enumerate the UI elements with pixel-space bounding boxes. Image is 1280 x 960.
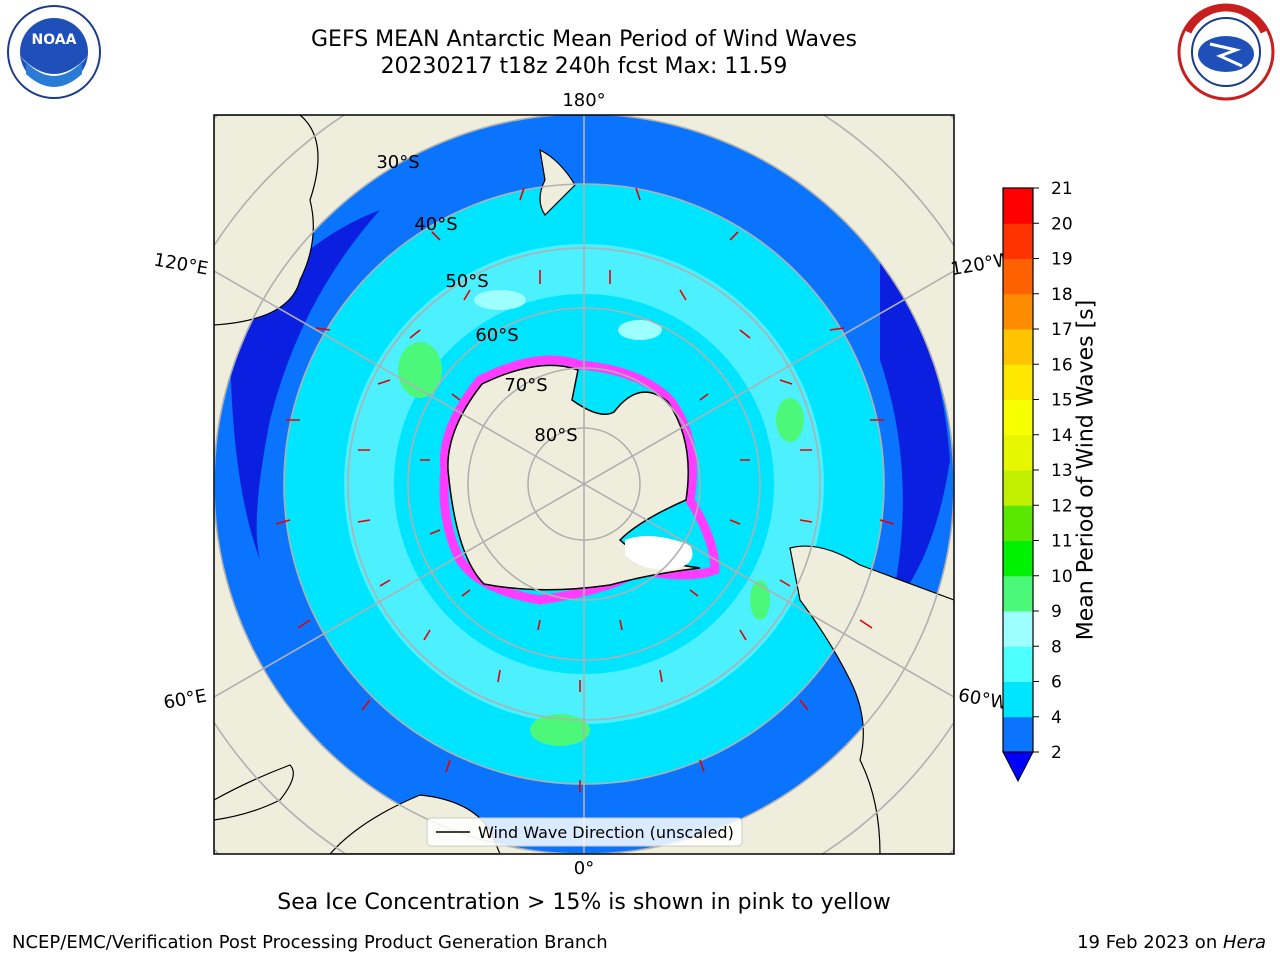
colorbar-tick-label: 20 xyxy=(1051,214,1073,234)
arrow-ring-3 xyxy=(420,393,750,631)
colorbar-cell xyxy=(1003,540,1033,577)
footer-machine: Hera xyxy=(1222,932,1266,953)
colorbar-cell xyxy=(1003,505,1033,541)
map-title: GEFS MEAN Antarctic Mean Period of Wind … xyxy=(311,27,857,52)
footer-date-text: 19 Feb 2023 on xyxy=(1077,932,1223,953)
sea-ice-edge xyxy=(439,355,720,605)
parallel-label-40s: 40°S xyxy=(414,214,457,235)
parallel-label-70s: 70°S xyxy=(504,375,547,396)
colorbar-cell xyxy=(1003,223,1033,259)
colorbar-tick-label: 13 xyxy=(1051,461,1073,481)
arrow-ring-2 xyxy=(275,187,895,792)
colorbar-cell xyxy=(1003,293,1033,330)
noaa-logo-icon: NOAA xyxy=(7,5,101,99)
colorbar-tick-label: 12 xyxy=(1051,496,1073,516)
colorbar-tick-label: 4 xyxy=(1051,708,1062,728)
colorbar-tick-label: 15 xyxy=(1051,391,1073,411)
colorbar-cell xyxy=(1003,681,1033,718)
colorbar-tick-label: 18 xyxy=(1051,285,1073,305)
meridian-label-180: 180° xyxy=(562,90,605,111)
colorbar-tick-label: 11 xyxy=(1051,532,1073,552)
colorbar-cell xyxy=(1003,399,1033,436)
colorbar-cell xyxy=(1003,258,1033,295)
colorbar-cell xyxy=(1003,470,1033,506)
colorbar-cell xyxy=(1003,364,1033,400)
sea-ice-note: Sea Ice Concentration > 15% is shown in … xyxy=(277,890,891,915)
colorbar-cell xyxy=(1003,716,1033,753)
colorbar-cell xyxy=(1003,434,1033,471)
colorbar-tick-label: 21 xyxy=(1051,179,1073,199)
legend-label: Wind Wave Direction (unscaled) xyxy=(478,823,734,842)
meridian-label-60e: 60°E xyxy=(162,685,208,713)
meridian-label-60w: 60°W xyxy=(957,685,1010,714)
colorbar-tick-label: 8 xyxy=(1051,637,1062,657)
colorbar-cell xyxy=(1003,646,1033,682)
new-zealand-land xyxy=(539,148,576,216)
parallel-label-60s: 60°S xyxy=(475,325,518,346)
colorbar-tick-label: 17 xyxy=(1051,320,1073,340)
arrow-ring-1 xyxy=(357,270,813,692)
parallel-label-30s: 30°S xyxy=(376,152,419,173)
colorbar-label: Mean Period of Wind Waves [s] xyxy=(1073,299,1099,641)
colorbar-tick-label: 14 xyxy=(1051,426,1073,446)
australia-land xyxy=(214,115,319,326)
colorbar-cell xyxy=(1003,188,1033,224)
colorbar-tick-label: 2 xyxy=(1051,743,1062,763)
footer-date: 19 Feb 2023 on Hera xyxy=(1077,932,1266,953)
colorbar-cell xyxy=(1003,575,1033,612)
wind-wave-arrows xyxy=(275,187,895,792)
parallel-label-80s: 80°S xyxy=(534,425,577,446)
colorbar-tick-label: 19 xyxy=(1051,250,1073,270)
footer-branch: NCEP/EMC/Verification Post Processing Pr… xyxy=(12,932,608,953)
colorbar-tick-label: 6 xyxy=(1051,673,1062,693)
colorbar-tick-label: 10 xyxy=(1051,567,1073,587)
svg-text:NOAA: NOAA xyxy=(32,32,77,48)
graticule xyxy=(214,115,954,854)
colorbar-cell xyxy=(1003,611,1033,647)
colorbar-tick-label: 9 xyxy=(1051,602,1062,622)
colorbar-extend-arrow xyxy=(1002,751,1034,783)
madagascar-land xyxy=(214,764,294,821)
nws-logo-icon xyxy=(1177,3,1275,101)
ice-shelf xyxy=(625,536,693,570)
meridian-label-0: 0° xyxy=(574,858,594,879)
legend: Wind Wave Direction (unscaled) xyxy=(426,817,743,847)
meridian-label-120e: 120°E xyxy=(152,249,210,279)
map-subtitle: 20230217 t18z 240h fcst Max: 11.59 xyxy=(380,54,788,79)
parallel-label-50s: 50°S xyxy=(445,271,488,292)
map-frame xyxy=(213,114,955,855)
colorbar-tick-label: 16 xyxy=(1051,355,1073,375)
colorbar-cell xyxy=(1003,329,1033,365)
colorbar: 2 4 6 8 9 10 11 12 13 14 15 16 17 18 19 20 21 xyxy=(1002,179,1073,783)
